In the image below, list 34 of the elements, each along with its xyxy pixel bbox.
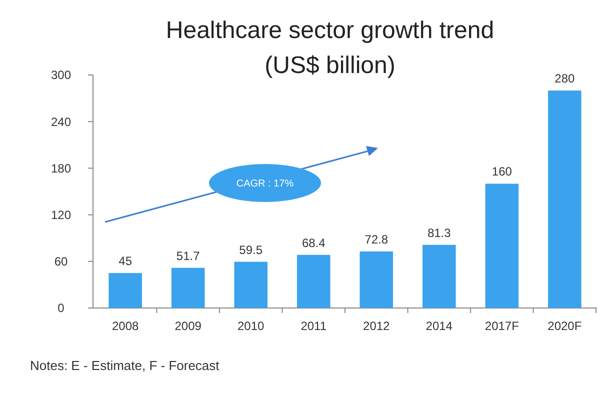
- data-label: 280: [554, 72, 576, 86]
- x-tick-label: 2011: [300, 319, 327, 333]
- bar: [234, 262, 268, 308]
- data-label: 72.8: [364, 232, 388, 246]
- bar: [548, 90, 582, 308]
- x-tick-label: 2009: [174, 319, 202, 333]
- chart-subtitle: (US$ billion): [264, 52, 396, 79]
- x-tick-label: 2008: [112, 319, 139, 333]
- bar: [296, 254, 330, 308]
- y-tick-label: 60: [54, 254, 68, 269]
- y-tick-label: 240: [50, 114, 72, 129]
- y-tick-label: 180: [50, 161, 72, 176]
- data-label: 45: [118, 254, 132, 268]
- x-tick-label: 2014: [426, 319, 453, 333]
- x-tick-label: 2020F: [548, 319, 582, 333]
- bar: [171, 268, 205, 308]
- data-label: 81.3: [427, 226, 452, 240]
- data-label: 68.4: [302, 236, 326, 250]
- x-tick-label: 2012: [363, 319, 390, 333]
- data-label: 59.5: [239, 242, 263, 257]
- y-tick-label: 120: [50, 208, 72, 222]
- y-tick-label: 0: [58, 301, 65, 316]
- data-label: 160: [492, 164, 512, 179]
- text: Notes: E - Estimate, F - Forecast: [30, 358, 220, 373]
- data-label: 51.7: [176, 248, 200, 263]
- y-tick-label: 300: [50, 68, 72, 82]
- bar: [108, 273, 142, 308]
- x-tick-label: 2010: [238, 319, 265, 333]
- chart-title: Healthcare sector growth trend: [166, 17, 494, 44]
- x-tick-label: 2017F: [484, 319, 519, 333]
- bar: [360, 251, 394, 308]
- bar: [485, 184, 519, 308]
- bar: [422, 244, 456, 308]
- annotation: CAGR : 17%: [236, 178, 294, 190]
